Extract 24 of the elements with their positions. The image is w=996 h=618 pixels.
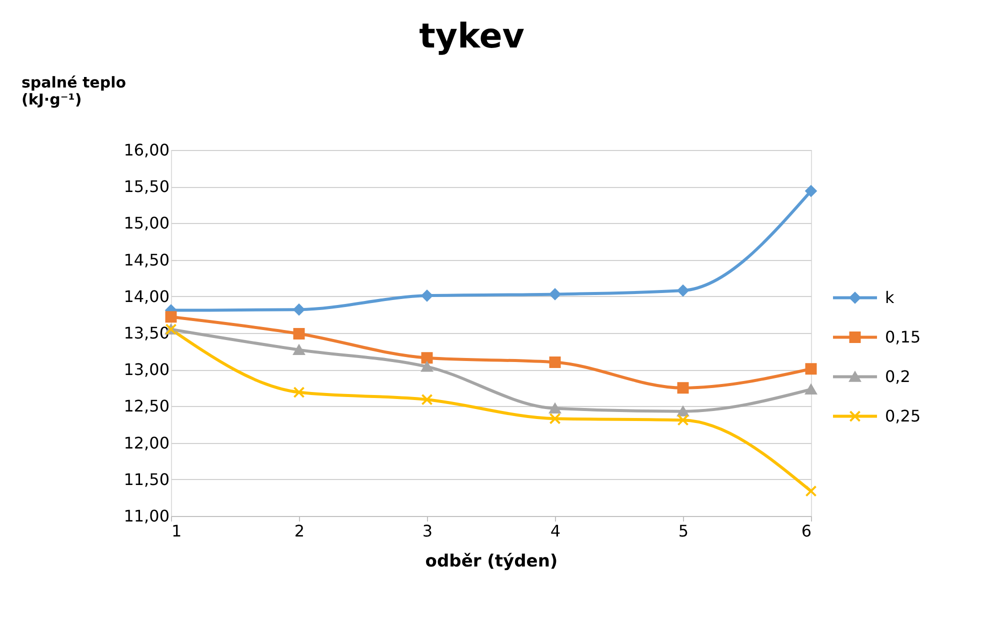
- x-tick-label: 4: [550, 522, 561, 540]
- y-tick-label: 14,50: [124, 250, 170, 270]
- x-tick-label: 2: [294, 522, 305, 540]
- y-tick-label: 12,50: [124, 396, 170, 416]
- legend-label: 0,2: [885, 366, 910, 386]
- legend-label: k: [885, 288, 895, 307]
- x-tick-label: 3: [422, 522, 433, 540]
- x-tick-label: 1: [172, 522, 182, 540]
- y-tick-label: 11,00: [124, 506, 170, 526]
- legend-label: 0,15: [885, 327, 921, 346]
- y-tick-label: 16,00: [124, 140, 170, 160]
- y-tick-label: 12,00: [124, 433, 170, 452]
- y-axis-title: spalné teplo (kJ·g⁻¹): [22, 74, 126, 108]
- y-tick-label: 15,00: [124, 214, 170, 233]
- legend-label: 0,25: [885, 406, 921, 426]
- x-tick-label: 5: [678, 522, 689, 540]
- y-tick-label: 13,50: [124, 324, 170, 342]
- x-tick-label: 6: [801, 522, 812, 540]
- chart-title: tykev: [419, 16, 524, 56]
- y-tick-label: 11,50: [124, 470, 170, 489]
- y-tick-label: 15,50: [124, 177, 170, 196]
- y-tick-label: 14,00: [124, 286, 170, 306]
- x-axis-title: odběr (týden): [425, 552, 558, 572]
- y-tick-label: 13,00: [124, 360, 170, 380]
